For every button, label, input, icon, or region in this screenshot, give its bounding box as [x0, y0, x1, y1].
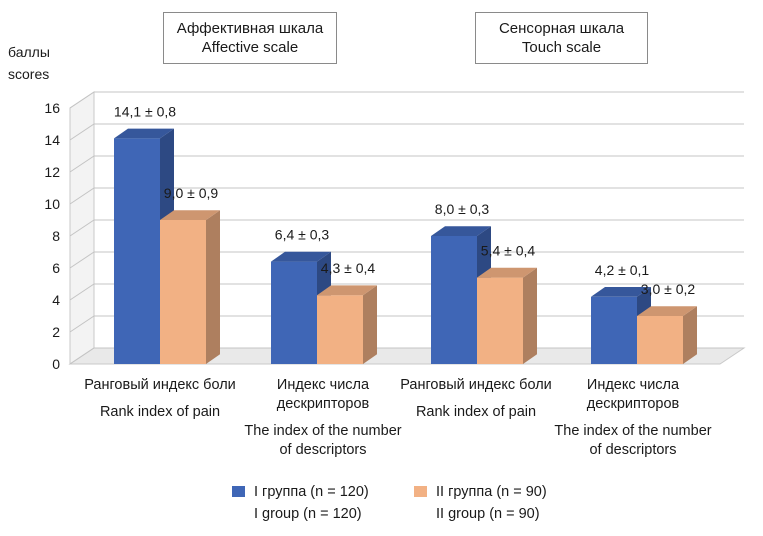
y-tick-label: 10 [44, 196, 60, 212]
y-tick-label: 16 [44, 100, 60, 116]
y-tick-label: 2 [52, 324, 60, 340]
legend-group2-en: II group (n = 90) [436, 506, 540, 522]
touch-scale-box: Сенсорная шкала Touch scale [475, 12, 648, 64]
bar-front [637, 316, 683, 364]
legend-group2-ru: II группа (n = 90) [436, 484, 547, 500]
bar-side [206, 210, 220, 364]
bar-top [317, 285, 377, 296]
category-label-4-ru: Индекс числа дескрипторов [586, 377, 680, 412]
data-label: 4,2 ± 0,1 [595, 262, 650, 278]
y-tick-label: 8 [52, 228, 60, 244]
legend-group1: I группа (n = 120) I group (n = 120) [232, 481, 369, 525]
data-label: 5,4 ± 0,4 [481, 243, 536, 259]
legend-swatch-group1 [232, 486, 245, 497]
bar-front [114, 138, 160, 364]
bar-group2-3 [477, 267, 537, 364]
bar-top [591, 287, 651, 297]
bar-top [477, 267, 537, 278]
gridline [69, 123, 744, 141]
bar-front [431, 236, 477, 364]
data-label: 9,0 ± 0,9 [164, 185, 219, 201]
y-axis-label-ru: баллы [8, 44, 50, 60]
data-label: 6,4 ± 0,3 [275, 227, 330, 243]
category-label-2-en: The index of the number of descriptors [244, 423, 402, 458]
y-tick-label: 6 [52, 260, 60, 276]
affective-scale-box: Аффективная шкала Affective scale [163, 12, 337, 64]
bar-group2-1 [160, 210, 220, 364]
category-label-2-ru: Индекс числа дескрипторов [276, 377, 370, 412]
grid-layer: 0 2 4 6 8 10 12 14 16 [44, 91, 746, 372]
touch-scale-ru: Сенсорная шкала [498, 20, 625, 37]
bar-group2-2 [317, 285, 377, 364]
bar-group2-4 [637, 306, 697, 364]
bar-front [271, 261, 317, 364]
bar-top [160, 210, 220, 220]
bar-group1-2 [271, 251, 331, 364]
bar-top [431, 226, 491, 236]
legend-swatch-group2 [414, 486, 427, 497]
category-label-3-ru: Ранговый индекс боли [400, 377, 552, 393]
category-label-3-en: Rank index of pain [415, 404, 537, 420]
bars-layer [114, 128, 697, 364]
bar-front [591, 296, 637, 364]
y-tick-label: 14 [44, 132, 60, 148]
touch-scale-en: Touch scale [521, 39, 602, 56]
gridline [69, 251, 744, 269]
bar-front [477, 277, 523, 364]
y-axis-label-en: scores [8, 66, 50, 82]
category-label-1-en: Rank index of pain [99, 404, 221, 420]
gridline [69, 187, 744, 205]
affective-scale-ru: Аффективная шкала [176, 20, 324, 37]
legend-group1-en: I group (n = 120) [254, 506, 362, 522]
data-label: 8,0 ± 0,3 [435, 201, 490, 217]
gridline [69, 219, 744, 237]
data-label: 14,1 ± 0,8 [114, 103, 176, 119]
bar-top [637, 306, 697, 316]
category-label-3: Ранговый индекс боли Rank index of pain [391, 376, 561, 422]
category-label-1-ru: Ранговый индекс боли [84, 377, 236, 393]
labels-layer: 14,1 ± 0,8 9,0 ± 0,9 6,4 ± 0,3 4,3 ± 0,4 8,0… [114, 103, 695, 297]
bar-side [363, 285, 377, 364]
gridline [69, 155, 744, 173]
category-label-4-en: The index of the number of descriptors [554, 423, 712, 458]
category-label-2: Индекс числа дескрипторов The index of t… [238, 376, 408, 460]
bar-top [114, 128, 174, 139]
category-label-4: Индекс числа дескрипторов The index of t… [548, 376, 718, 460]
y-tick-label: 4 [52, 292, 60, 308]
bar-side [683, 306, 697, 364]
affective-scale-en: Affective scale [201, 39, 299, 56]
bar-front [160, 220, 206, 364]
category-label-1: Ранговый индекс боли Rank index of pain [75, 376, 245, 422]
legend-group2: II группа (n = 90) II group (n = 90) [414, 481, 547, 525]
bar-side [523, 267, 537, 364]
y-tick-label: 12 [44, 164, 60, 180]
legend-group1-ru: I группа (n = 120) [254, 484, 369, 500]
data-label: 3,0 ± 0,2 [641, 281, 696, 297]
bar-front [317, 295, 363, 364]
data-label: 4,3 ± 0,4 [321, 260, 376, 276]
bar-group1-1 [114, 128, 174, 364]
y-tick-label: 0 [52, 356, 60, 372]
bar-top [271, 251, 331, 262]
gridline [69, 91, 744, 109]
